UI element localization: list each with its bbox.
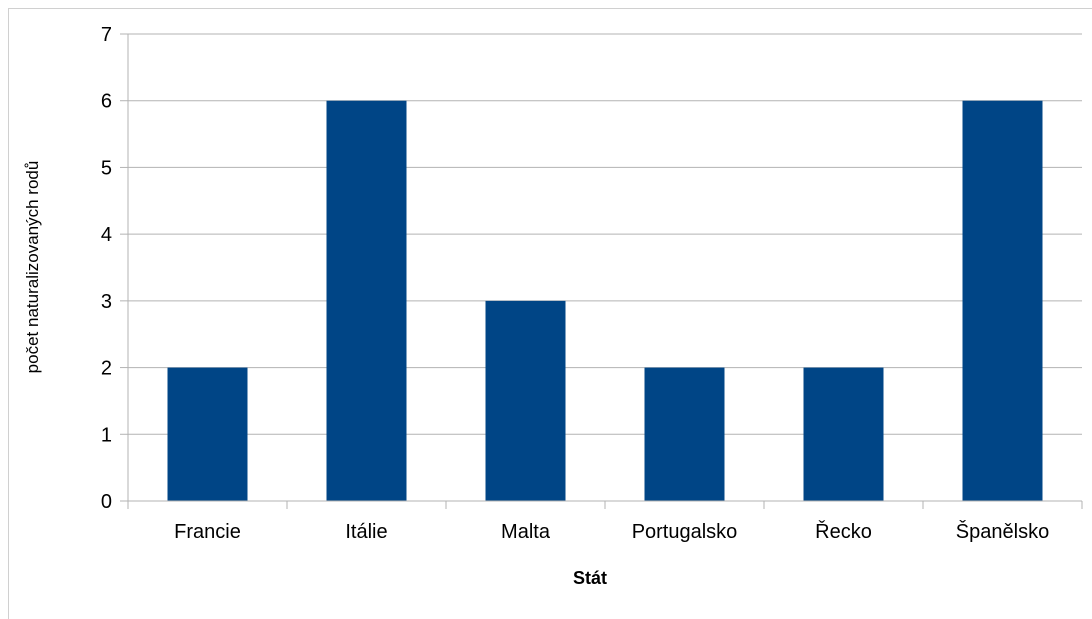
y-axis-title: počet naturalizovaných rodů: [23, 161, 42, 374]
bars: [167, 100, 1043, 501]
x-tick-label: Portugalsko: [632, 521, 738, 543]
y-tick-label: 0: [101, 491, 112, 513]
y-tick-label: 1: [101, 424, 112, 446]
bar: [485, 300, 566, 501]
y-tick-label: 5: [101, 157, 112, 179]
y-tick-label: 4: [101, 224, 112, 246]
x-tick-label: Itálie: [345, 521, 387, 543]
x-tick-label: Francie: [174, 521, 241, 543]
y-tick-labels: 0 1 2 3 4 5 6 7: [101, 24, 112, 513]
bar: [167, 367, 248, 501]
bar: [803, 367, 884, 501]
x-tick-label: Malta: [501, 521, 551, 543]
x-tick-labels: Francie Itálie Malta Portugalsko Řecko Španěl…: [174, 520, 1049, 543]
y-tick-label: 6: [101, 91, 112, 113]
bar: [962, 100, 1043, 501]
y-tick-label: 3: [101, 291, 112, 313]
bar: [644, 367, 725, 501]
bar: [326, 100, 407, 501]
x-tick-label: Španělsko: [956, 520, 1049, 543]
grid-lines: [120, 33, 1082, 502]
y-tick-label: 2: [101, 358, 112, 380]
x-tick-label: Řecko: [815, 520, 872, 543]
y-tick-label: 7: [101, 24, 112, 46]
axes: [127, 34, 1083, 509]
x-axis-title: Stát: [573, 568, 607, 588]
